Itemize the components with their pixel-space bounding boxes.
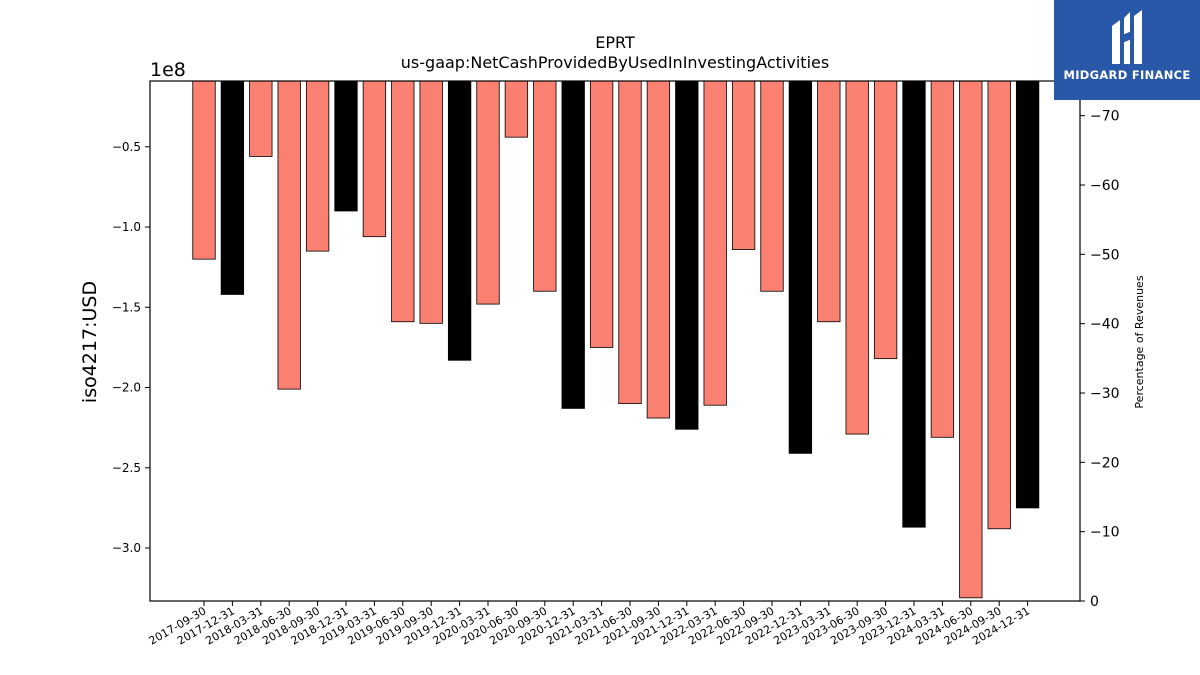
bar-2018-03-31 xyxy=(249,80,273,157)
y-multiplier-label: 1e8 xyxy=(150,59,186,81)
y-axis-ticks: −0.5 −1.0 −1.5 −2.0 −2.5 −3.0 xyxy=(112,140,150,555)
y2-tick-label: −30 xyxy=(1090,386,1120,402)
y2-tick-label: 0 xyxy=(1090,594,1099,610)
bar-2023-12-31 xyxy=(902,80,926,528)
bar-2024-06-30 xyxy=(959,80,983,599)
y-tick-label: −1.5 xyxy=(112,300,141,314)
y-tick-label: −3.0 xyxy=(112,541,141,555)
y2-tick-label: −10 xyxy=(1090,525,1120,541)
y2-tick-label: −50 xyxy=(1090,247,1120,263)
bar-2023-09-30 xyxy=(873,80,898,360)
bar-2019-12-31 xyxy=(447,80,472,361)
bar-2023-06-30 xyxy=(845,80,869,435)
bar-2019-09-30 xyxy=(419,80,443,324)
bar-2020-06-30 xyxy=(504,80,529,138)
bar-2021-12-31 xyxy=(675,80,699,430)
y2-tick-label: −70 xyxy=(1090,109,1120,125)
bar-2024-09-30 xyxy=(987,80,1011,530)
bar-2018-12-31 xyxy=(334,80,358,212)
bar-2019-03-31 xyxy=(362,80,387,238)
bars xyxy=(192,80,1040,599)
bar-2020-09-30 xyxy=(533,80,557,292)
y2-axis-label: Percentage of Revenues xyxy=(1133,275,1146,408)
bar-2022-09-30 xyxy=(760,80,784,292)
bar-2021-09-30 xyxy=(646,80,671,419)
bar-2021-03-31 xyxy=(589,80,614,348)
bar-2024-12-31 xyxy=(1015,80,1040,509)
bar-2017-09-30 xyxy=(192,80,216,260)
plot-frame xyxy=(149,80,1081,602)
chart-subtitle: us-gaap:NetCashProvidedByUsedInInvesting… xyxy=(401,53,829,72)
bar-2018-06-30 xyxy=(277,80,301,390)
bar-2024-03-31 xyxy=(930,80,955,438)
y-tick-label: −2.0 xyxy=(112,381,141,395)
brand-logo: MIDGARD FINANCE xyxy=(1054,0,1200,100)
bar-2019-06-30 xyxy=(391,80,415,323)
bar-2023-03-31 xyxy=(817,80,841,323)
bar-2018-09-30 xyxy=(305,80,330,252)
y2-axis-ticks: 0 −10 −20 −30 −40 −50 −60 −70 xyxy=(1080,109,1120,610)
brand-name: MIDGARD FINANCE xyxy=(1063,68,1191,82)
bar-2022-06-30 xyxy=(731,80,756,250)
bar-2021-06-30 xyxy=(618,80,642,404)
y-tick-label: −2.5 xyxy=(112,461,141,475)
bar-2022-12-31 xyxy=(788,80,813,454)
bar-2017-12-31 xyxy=(220,80,245,295)
bar-2022-03-31 xyxy=(703,80,727,406)
y2-tick-label: −40 xyxy=(1090,317,1120,333)
chart-title: EPRT xyxy=(595,33,635,52)
y-axis-label: iso4217:USD xyxy=(79,281,101,403)
y-tick-label: −0.5 xyxy=(112,140,141,154)
midgard-logo-icon xyxy=(1112,10,1142,64)
bar-2020-12-31 xyxy=(561,80,585,409)
x-axis-ticks: 2017-09-302017-12-312018-03-312018-06-30… xyxy=(147,601,1032,648)
y2-tick-label: −60 xyxy=(1090,178,1120,194)
bar-2020-03-31 xyxy=(476,80,500,305)
y2-tick-label: −20 xyxy=(1090,455,1120,471)
y-tick-label: −1.0 xyxy=(112,220,141,234)
